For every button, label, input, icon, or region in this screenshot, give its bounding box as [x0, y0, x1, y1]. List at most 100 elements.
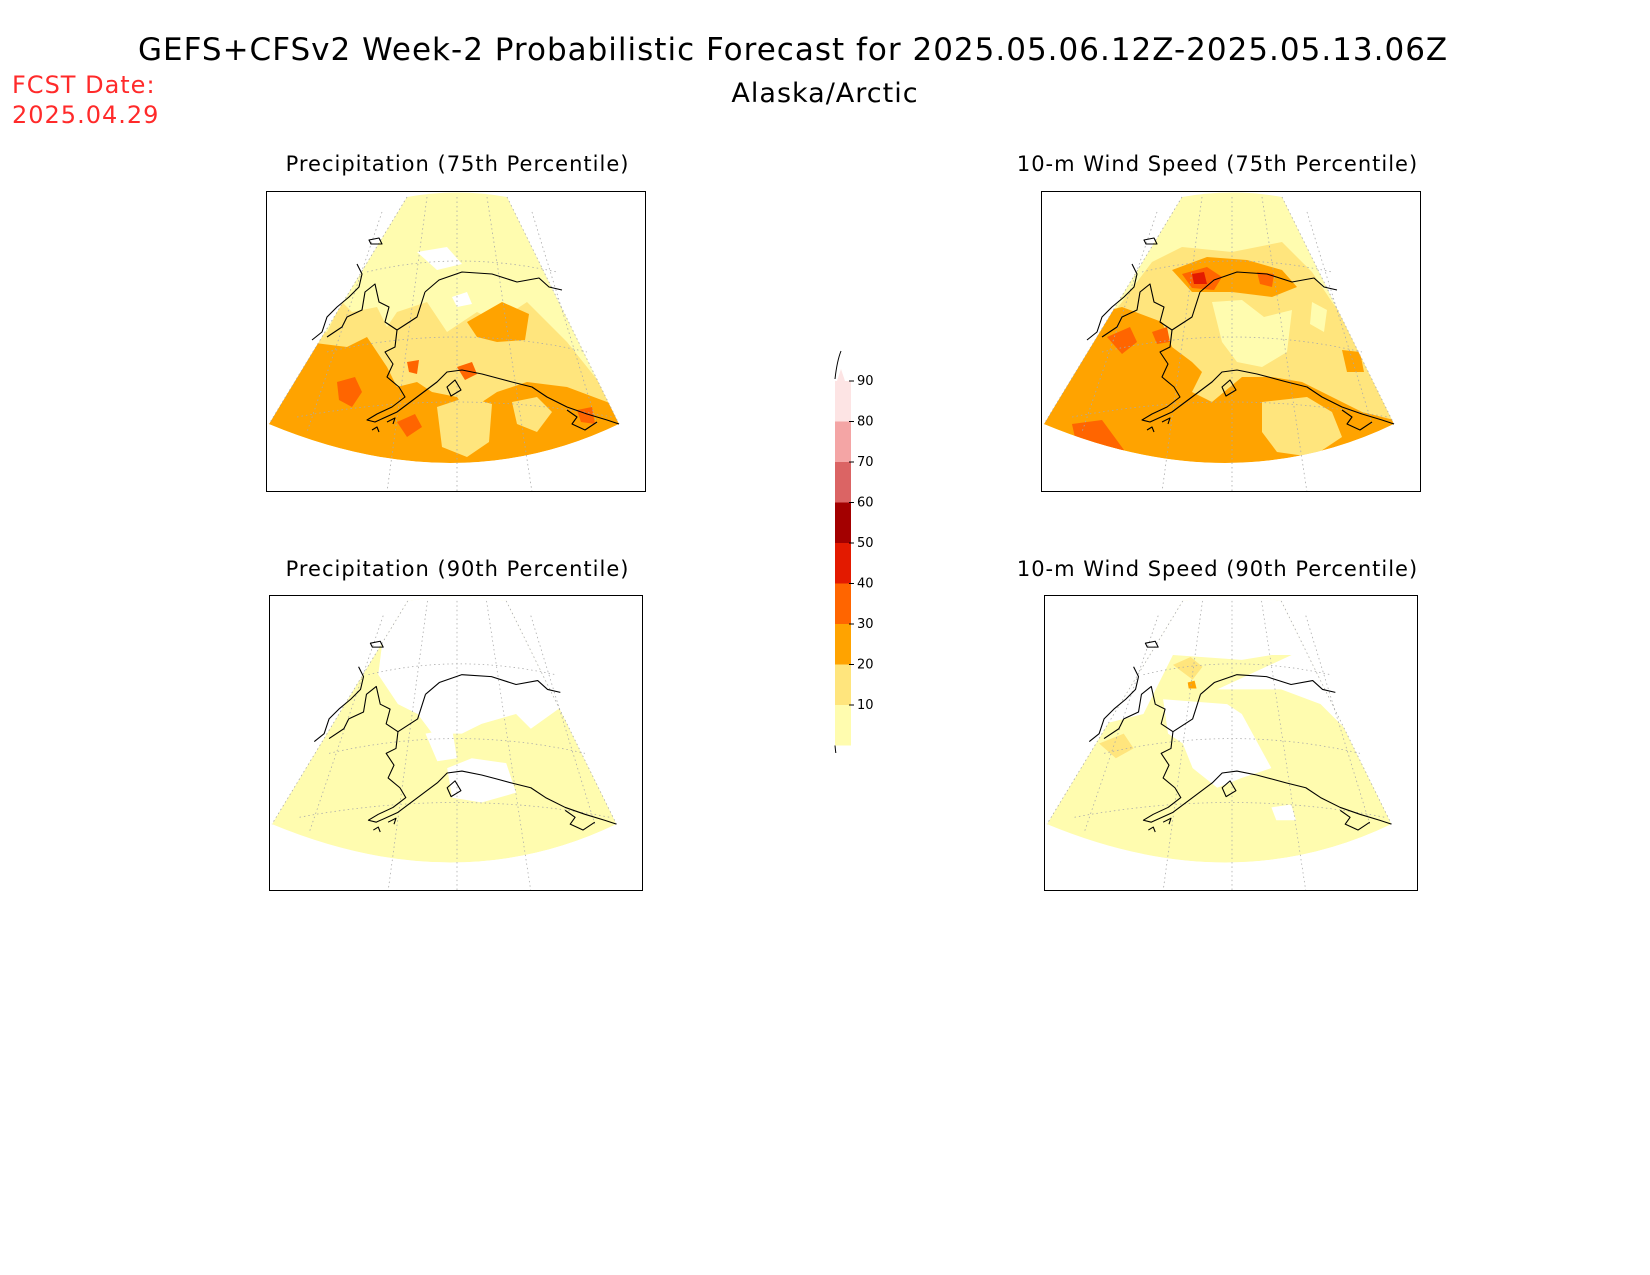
wind90-below-threshold-3 — [1271, 804, 1296, 821]
colorbar-label-60: 60 — [857, 496, 874, 511]
colorbar-bin-70-80 — [835, 462, 851, 503]
precip75-field-40-50-aleutian — [397, 414, 422, 437]
precip75-coast-west — [396, 291, 426, 331]
mask-bottom — [1042, 424, 1420, 491]
precip90-coast-kodiak — [446, 780, 462, 798]
precip75-graticule-line-6 — [306, 211, 383, 433]
wind75-coastline — [1086, 237, 1395, 433]
precip75-graticule-line-4 — [386, 196, 428, 491]
precip90-graticule-line-4 — [387, 600, 428, 890]
wind75-coast-west — [1171, 291, 1201, 331]
wind90-coast-alaska — [1103, 685, 1392, 825]
forecast-date-value: 2025.04.29 — [12, 101, 160, 129]
precip90-graticule-line-0 — [368, 663, 556, 676]
precip90-fan-left-edge — [271, 600, 409, 825]
precip90-graticule-line-2 — [299, 802, 610, 818]
colorbar-top-cap — [837, 369, 845, 381]
wind75-graticule-line-7 — [1306, 211, 1373, 425]
colorbar-bin-30-40 — [835, 624, 851, 665]
precip90-graticule-line-6 — [308, 615, 384, 833]
wind75-graticule-line-6 — [1081, 211, 1158, 433]
wind90-below-threshold-2 — [1163, 699, 1272, 788]
probability-colorbar: 90 80 70 60 50 40 30 20 10 — [834, 350, 874, 753]
precip75-graticule-line-0 — [366, 260, 558, 273]
colorbar-bin-60-70 — [835, 502, 851, 543]
precip75-graticule-line-5 — [486, 196, 533, 491]
wind75-coast-kodiak — [1221, 379, 1237, 397]
wind90-coast-north-slope — [1200, 674, 1336, 695]
precip75-below-threshold-0 — [417, 247, 462, 270]
wind75-graticule-line-5 — [1261, 196, 1308, 491]
wind90-graticule-line-5 — [1261, 600, 1307, 890]
precip90-coast-chukotka — [313, 666, 365, 742]
map-canvas-wind-90 — [1045, 596, 1417, 890]
wind90-fan-right-edge — [1280, 600, 1392, 825]
wind90-coastline — [1088, 640, 1392, 833]
wind75-fan-left-edge — [1043, 196, 1183, 425]
precip90-coastline — [313, 640, 617, 833]
wind75-field-20-30-gulf — [1262, 397, 1342, 457]
colorbar-label-40: 40 — [857, 577, 874, 592]
precip90-below-threshold-0 — [378, 596, 566, 734]
wind75-graticule-line-0 — [1141, 260, 1333, 273]
wind90-graticule-line-7 — [1305, 615, 1371, 825]
precip90-graticule-line-7 — [530, 615, 596, 825]
wind90-graticule-line-6 — [1083, 615, 1159, 833]
wind90-coast-wrangel-island — [1144, 640, 1159, 648]
panel-title-wind75: 10-m Wind Speed (75th Percentile) — [1016, 152, 1419, 176]
map-precip-90 — [269, 595, 643, 891]
region-subtitle: Alaska/Arctic — [731, 78, 919, 109]
precip75-field-40-50-bering — [337, 377, 362, 407]
map-wind-75 — [1041, 191, 1421, 492]
precip75-coast-wrangel-island — [368, 237, 383, 245]
mask-bottom — [1045, 824, 1417, 890]
colorbar-label-10: 10 — [857, 698, 874, 713]
wind75-field-40-50-seward — [1152, 327, 1170, 344]
precip75-field-20-30-gulf — [437, 397, 492, 457]
precip75-coast-southeast — [566, 409, 598, 431]
precip75-coastline — [311, 237, 620, 433]
map-canvas-wind-75 — [1042, 192, 1420, 491]
wind75-coast-wrangel-island — [1143, 237, 1158, 245]
colorbar-bin-40-50 — [835, 583, 851, 624]
colorbar-bin-20-30 — [835, 664, 851, 705]
mask-left — [270, 596, 408, 825]
wind90-graticule-line-0 — [1143, 663, 1331, 676]
precip90-graticule — [299, 600, 610, 890]
precip75-coast-alaska — [326, 283, 620, 425]
precip75-coast-aleutian-1 — [371, 426, 380, 433]
precip75-field-30-40-north — [467, 302, 529, 342]
precip90-coast-wrangel-island — [369, 640, 384, 648]
wind75-coast-southeast — [1341, 409, 1373, 431]
panel-title-precip75: Precipitation (75th Percentile) — [285, 152, 630, 176]
wind90-graticule-line-4 — [1162, 600, 1203, 890]
precip75-graticule-line-7 — [531, 211, 598, 425]
colorbar-bin-10-20 — [835, 705, 851, 746]
precip75-field-40-50-southeast — [577, 407, 595, 424]
map-outside-mask — [1045, 596, 1417, 890]
page-title: GEFS+CFSv2 Week-2 Probabilistic Forecast… — [138, 32, 1449, 68]
wind90-graticule — [1074, 600, 1385, 890]
precip75-below-threshold-1 — [452, 292, 472, 307]
mask-right — [507, 192, 645, 489]
colorbar-label-90: 90 — [857, 374, 874, 389]
colorbar-bin-80-90 — [835, 421, 851, 462]
precip75-graticule — [296, 196, 613, 491]
colorbar-bin-90+ — [835, 381, 851, 422]
map-precip-75 — [266, 191, 646, 492]
precip75-field-40-50-bristol — [407, 360, 419, 374]
wind90-coast-west — [1172, 694, 1202, 733]
colorbar-label-80: 80 — [857, 415, 874, 430]
precip75-fan-left-edge — [268, 196, 408, 425]
wind75-graticule — [1071, 196, 1388, 491]
wind75-field-10-20-interior-east — [1310, 302, 1327, 332]
map-outside-mask — [1042, 192, 1420, 491]
mask-left — [1042, 192, 1182, 424]
wind90-coast-southeast — [1339, 809, 1371, 831]
map-wind-90 — [1044, 595, 1418, 891]
wind75-fan-right-edge — [1281, 196, 1395, 425]
precip75-fan-right-edge — [506, 196, 620, 425]
precip90-coast-alaska — [328, 685, 617, 825]
wind90-graticule-line-2 — [1074, 802, 1385, 818]
colorbar-label-70: 70 — [857, 455, 874, 470]
